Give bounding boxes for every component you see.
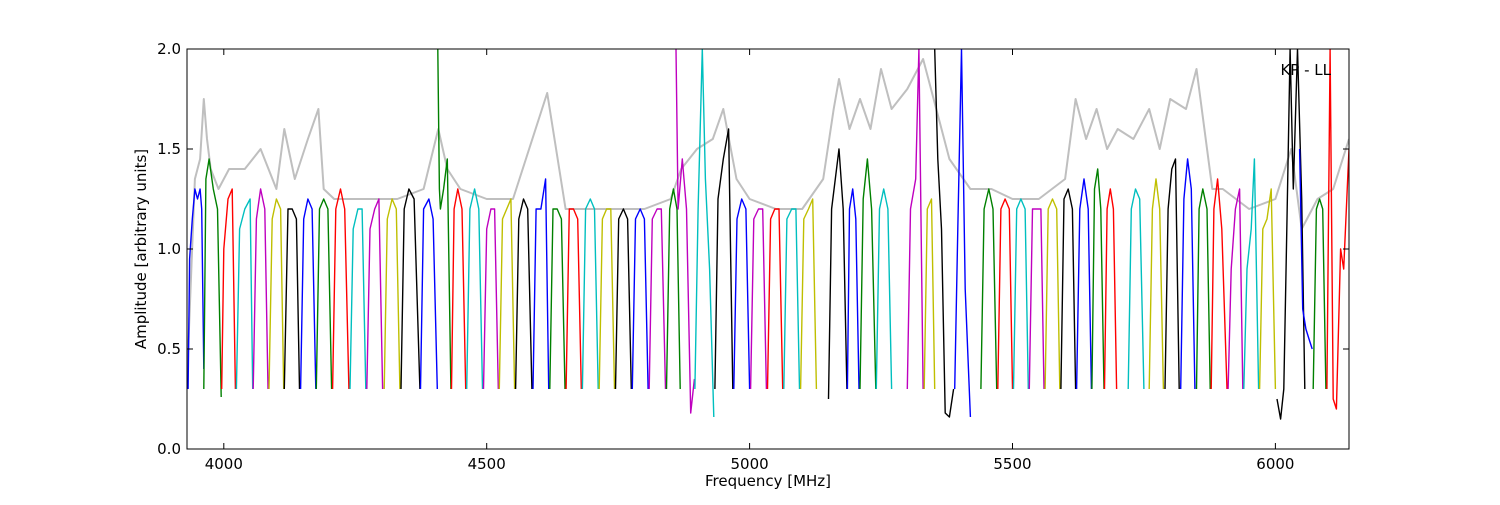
series-line-59 xyxy=(1180,158,1196,390)
x-axis-label: Frequency [MHz] xyxy=(705,472,831,490)
series-line-60 xyxy=(1195,188,1211,390)
series-line-19 xyxy=(482,208,499,390)
y-axis-ticks: 0.0 0.5 1.0 1.5 2.0 xyxy=(157,40,1349,458)
series-line-5 xyxy=(252,188,269,390)
x-axis-ticks: 4000 4500 5000 5500 6000 xyxy=(205,49,1294,473)
series-line-35 xyxy=(749,208,768,390)
series-line-31 xyxy=(675,49,696,414)
series-line-30 xyxy=(665,188,681,390)
y-tick-label-0.5: 0.5 xyxy=(157,340,181,358)
series-line-38 xyxy=(799,198,818,390)
series-line-28 xyxy=(631,208,649,390)
series-line-18 xyxy=(466,188,484,390)
series-line-44 xyxy=(923,198,936,390)
series-line-1 xyxy=(187,188,205,390)
series-line-51 xyxy=(1044,198,1061,390)
series-line-64 xyxy=(1258,188,1277,390)
series-line-50 xyxy=(1028,208,1045,390)
series-line-46 xyxy=(954,49,972,418)
series-line-42 xyxy=(875,188,893,390)
series-line-63 xyxy=(1243,158,1260,390)
series-line-45 xyxy=(934,49,955,418)
series-line-21 xyxy=(514,198,533,390)
series-line-26 xyxy=(598,208,616,390)
series-line-2 xyxy=(203,158,222,398)
series-line-43 xyxy=(906,49,924,390)
x-tick-label-4000: 4000 xyxy=(205,455,243,473)
series-line-25 xyxy=(581,198,599,390)
series-line-47 xyxy=(980,188,998,390)
series-line-7 xyxy=(283,208,301,390)
series-line-6 xyxy=(268,198,285,390)
series-line-53 xyxy=(1075,178,1093,390)
series-line-66 xyxy=(1298,148,1313,350)
series-line-3 xyxy=(221,188,237,390)
series-line-37 xyxy=(783,208,801,390)
x-tick-label-4500: 4500 xyxy=(468,455,506,473)
series-line-11 xyxy=(349,208,367,390)
series-line-22 xyxy=(532,178,550,390)
series-line-67 xyxy=(1312,198,1327,390)
annotation-label: KP - LL xyxy=(1280,61,1331,79)
series-line-16 xyxy=(437,49,452,390)
series-line-32 xyxy=(694,49,715,418)
series-line-27 xyxy=(614,208,632,390)
y-tick-label-2: 2.0 xyxy=(157,40,181,58)
series-line-20 xyxy=(498,198,516,390)
series-line-41 xyxy=(859,158,877,390)
x-tick-label-5500: 5500 xyxy=(993,455,1031,473)
series-line-52 xyxy=(1060,188,1077,390)
series-line-48 xyxy=(997,198,1014,390)
series-line-10 xyxy=(331,188,350,390)
series-line-49 xyxy=(1012,198,1029,390)
series-line-8 xyxy=(299,198,317,390)
y-axis-label: Amplitude [arbitrary units] xyxy=(132,149,150,349)
series-line-54 xyxy=(1091,168,1105,390)
series-line-29 xyxy=(648,208,667,390)
series-line-14 xyxy=(400,188,421,390)
series-line-15 xyxy=(419,198,438,390)
series-line-57 xyxy=(1148,178,1165,390)
series-line-36 xyxy=(766,208,784,390)
series-line-9 xyxy=(315,198,333,390)
series-line-68 xyxy=(1326,49,1349,410)
series-line-62 xyxy=(1227,188,1244,390)
series-line-56 xyxy=(1127,188,1145,390)
series-line-61 xyxy=(1210,178,1228,390)
series-line-17 xyxy=(450,188,467,390)
y-tick-label-1: 1.0 xyxy=(157,240,181,258)
x-tick-label-5000: 5000 xyxy=(731,455,769,473)
series-line-58 xyxy=(1164,158,1180,390)
series-line-34 xyxy=(733,198,751,390)
series-line-33 xyxy=(714,128,734,390)
series-line-23 xyxy=(549,208,566,390)
series-line-4 xyxy=(235,198,254,390)
y-tick-label-1.5: 1.5 xyxy=(157,140,181,158)
series-line-13 xyxy=(383,198,401,390)
series-line-55 xyxy=(1103,188,1118,390)
x-tick-label-6000: 6000 xyxy=(1256,455,1294,473)
series-layer xyxy=(187,49,1349,420)
y-tick-label-0: 0.0 xyxy=(157,440,181,458)
series-line-40 xyxy=(846,188,860,390)
series-line-24 xyxy=(565,208,582,390)
series-line-12 xyxy=(366,198,384,390)
series-line-39 xyxy=(827,148,848,400)
